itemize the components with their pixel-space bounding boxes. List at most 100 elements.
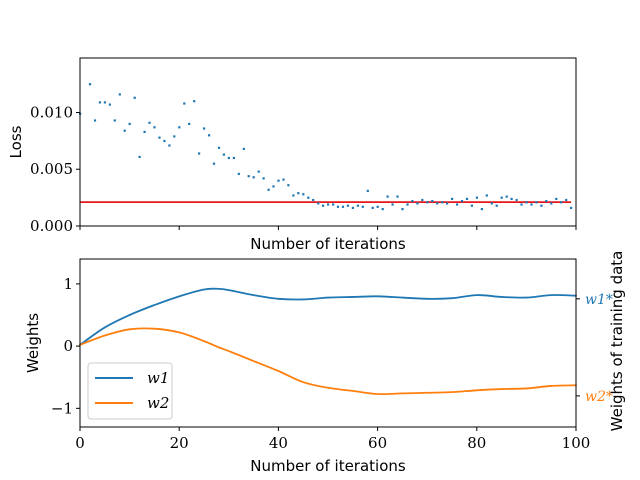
legend-label-w2: w2	[147, 394, 169, 412]
series-line-w1	[79, 287, 577, 346]
loss-point	[436, 202, 439, 205]
loss-point	[565, 198, 568, 202]
loss-point	[426, 201, 429, 204]
loss-point	[490, 202, 493, 205]
loss-point	[500, 196, 503, 199]
loss-point	[411, 200, 414, 203]
loss-point	[525, 201, 528, 204]
loss-point	[465, 197, 469, 200]
loss-point	[232, 156, 235, 160]
loss-point	[560, 201, 563, 204]
weights-x-tick-label: 20	[170, 434, 189, 452]
loss-point	[485, 194, 488, 197]
loss-point	[341, 205, 345, 208]
loss-point	[262, 177, 265, 180]
loss-point	[317, 202, 320, 205]
weights-x-axis-title: Number of iterations	[250, 457, 406, 475]
loss-point	[406, 203, 409, 206]
loss-y-axis-title: Loss	[7, 125, 25, 158]
loss-point	[396, 195, 399, 198]
loss-point	[401, 208, 404, 211]
loss-point	[203, 127, 206, 130]
loss-point	[307, 196, 310, 199]
right-tick-label-w2-star: w2*	[585, 389, 613, 405]
loss-panel: 0.000 0.005 0.010 Number of iterations Los…	[7, 57, 577, 253]
loss-point	[570, 206, 573, 209]
weights-y-tick-label: 1	[63, 275, 73, 293]
loss-point	[545, 200, 548, 203]
loss-point	[371, 206, 374, 209]
loss-point	[336, 205, 340, 208]
loss-point	[153, 126, 156, 129]
weights-y-tick-label: −1	[51, 399, 73, 417]
loss-point	[416, 202, 419, 205]
loss-point	[158, 136, 161, 139]
loss-point	[277, 179, 280, 182]
loss-point	[475, 196, 478, 199]
loss-point	[103, 101, 106, 104]
weights-y-ticks: 1 0 −1	[51, 275, 80, 417]
loss-point	[133, 96, 136, 99]
loss-point	[222, 153, 225, 156]
loss-point	[297, 192, 300, 195]
loss-y-ticks: 0.000 0.005 0.010	[30, 103, 80, 235]
loss-point	[138, 155, 141, 158]
loss-point	[302, 193, 305, 196]
loss-point	[460, 200, 464, 203]
loss-point	[480, 208, 483, 211]
loss-point	[93, 119, 97, 122]
loss-y-tick-label: 0.010	[30, 103, 73, 121]
right-tick-label-w1-star: w1*	[585, 292, 613, 308]
loss-point	[237, 172, 240, 175]
loss-point	[451, 197, 454, 200]
weights-y-axis-title: Weights	[24, 313, 42, 373]
weights-x-tick-label: 0	[75, 434, 85, 452]
loss-point	[98, 101, 101, 104]
loss-point	[381, 208, 384, 211]
loss-point	[540, 204, 543, 207]
loss-point	[267, 188, 270, 191]
loss-point	[356, 204, 359, 207]
loss-point	[376, 205, 379, 208]
loss-point	[143, 130, 146, 133]
weights-x-tick-label: 100	[562, 434, 591, 452]
loss-point	[535, 201, 538, 204]
loss-point	[421, 198, 424, 202]
weights-lines	[79, 287, 577, 396]
loss-point	[510, 197, 513, 200]
loss-point	[252, 176, 255, 179]
loss-point	[361, 205, 364, 208]
loss-point	[113, 119, 116, 122]
loss-point	[272, 185, 275, 188]
loss-point	[327, 203, 330, 206]
weights-x-tick-label: 60	[368, 434, 387, 452]
loss-point	[282, 178, 285, 181]
loss-point	[123, 129, 126, 132]
loss-point	[446, 202, 449, 205]
loss-point	[287, 184, 290, 187]
legend: w1 w2	[87, 362, 173, 420]
series-line-w2	[79, 327, 577, 396]
loss-x-ticks	[79, 226, 577, 230]
loss-point	[173, 135, 176, 138]
loss-point	[183, 102, 186, 105]
loss-point	[456, 203, 459, 206]
loss-point	[332, 203, 335, 206]
loss-point	[108, 103, 111, 106]
loss-point	[178, 126, 181, 129]
loss-point	[247, 175, 250, 178]
legend-label-w1: w1	[147, 369, 169, 387]
weights-right-annotations: w1* w2*	[576, 292, 613, 405]
loss-point	[257, 170, 260, 173]
weights-x-tick-label: 80	[467, 434, 486, 452]
loss-point	[470, 204, 473, 207]
loss-point	[312, 198, 315, 202]
loss-point	[292, 194, 295, 197]
loss-point	[188, 122, 191, 125]
loss-y-tick-label: 0.000	[30, 217, 73, 235]
loss-x-axis-title: Number of iterations	[250, 235, 406, 253]
loss-y-tick-label: 0.005	[30, 160, 73, 178]
loss-axes-frame	[79, 57, 577, 227]
loss-point	[351, 206, 354, 209]
